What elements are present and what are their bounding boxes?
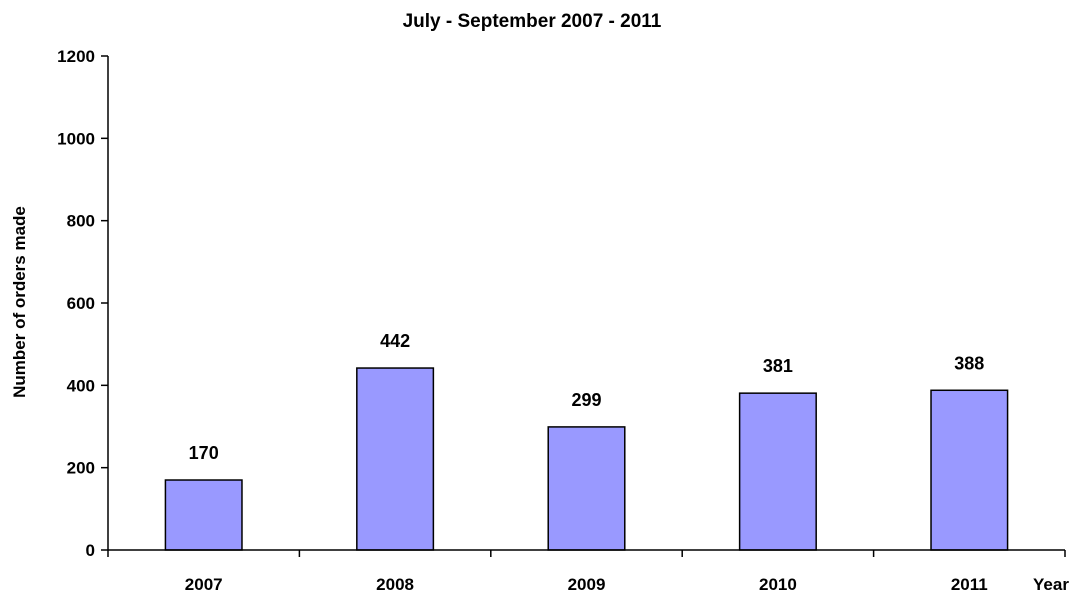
y-axis-ticks: 0 200 400 600 800 1000 1200 xyxy=(57,47,108,560)
data-label-2011: 388 xyxy=(954,353,984,373)
data-labels: 170 442 299 381 388 xyxy=(189,331,985,463)
x-tick-label: 2011 xyxy=(951,575,988,594)
data-label-2009: 299 xyxy=(571,390,601,410)
y-tick-label: 0 xyxy=(86,541,95,560)
bars xyxy=(164,367,1009,551)
bar-2011 xyxy=(930,389,1009,551)
chart-title: July - September 2007 - 2011 xyxy=(403,11,662,32)
y-axis-label: Number of orders made xyxy=(10,206,29,398)
y-tick-label: 400 xyxy=(67,376,95,395)
y-tick-label: 800 xyxy=(67,212,95,231)
x-tick-label: 2007 xyxy=(185,575,223,594)
y-tick-label: 1000 xyxy=(57,129,95,148)
data-label-2008: 442 xyxy=(380,331,410,351)
bar-2009 xyxy=(547,426,626,551)
x-tick-label: 2009 xyxy=(568,575,606,594)
y-tick-label: 1200 xyxy=(57,47,95,66)
x-axis-ticks: 2007 2008 2009 2010 2011 xyxy=(107,550,1066,594)
x-axis-label: Year xyxy=(1033,575,1069,594)
y-tick-label: 600 xyxy=(67,294,95,313)
bar-2007 xyxy=(164,479,243,551)
y-tick-label: 200 xyxy=(67,459,95,478)
bar-2010 xyxy=(738,392,817,551)
data-label-2010: 381 xyxy=(763,356,793,376)
x-tick-label: 2010 xyxy=(759,575,797,594)
x-tick-label: 2008 xyxy=(376,575,414,594)
data-label-2007: 170 xyxy=(189,443,219,463)
bar-2008 xyxy=(356,367,435,551)
